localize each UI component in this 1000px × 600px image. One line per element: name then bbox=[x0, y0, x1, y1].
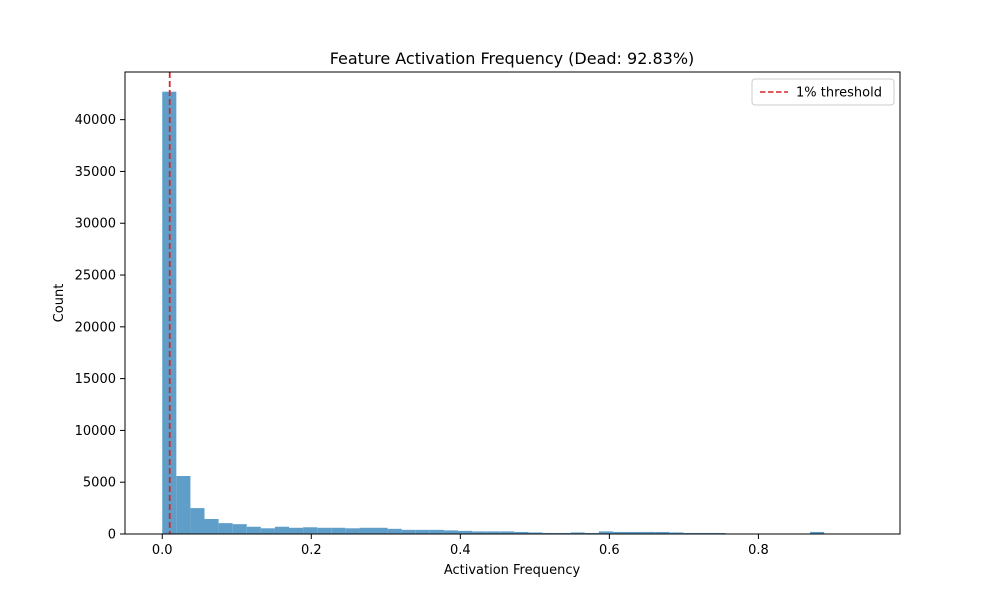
histogram-bar bbox=[810, 531, 825, 534]
y-tick-label: 35000 bbox=[75, 165, 116, 180]
y-axis-label: Count bbox=[52, 284, 67, 323]
x-tick-label: 0.2 bbox=[301, 543, 322, 558]
histogram-bar bbox=[162, 91, 177, 535]
plot-frame bbox=[124, 71, 901, 535]
histogram-bar bbox=[598, 531, 613, 534]
histogram-bar bbox=[500, 531, 515, 534]
y-tick-label: 40000 bbox=[75, 113, 116, 128]
histogram-bars bbox=[162, 91, 839, 535]
x-tick-label: 0.4 bbox=[450, 543, 471, 558]
histogram-bar bbox=[260, 528, 275, 534]
y-tick-label: 15000 bbox=[75, 372, 116, 387]
legend: 1% threshold bbox=[751, 78, 895, 106]
histogram-bar bbox=[317, 527, 332, 534]
legend-threshold-label: 1% threshold bbox=[796, 86, 882, 101]
y-tick-label: 10000 bbox=[75, 424, 116, 439]
histogram-bar bbox=[612, 531, 628, 534]
histogram-bar bbox=[683, 532, 698, 534]
y-tick-label: 30000 bbox=[75, 217, 116, 232]
histogram-bar bbox=[641, 531, 656, 534]
histogram-bar bbox=[218, 523, 233, 534]
histogram-bar bbox=[204, 518, 219, 534]
histogram-bar bbox=[584, 532, 599, 534]
histogram-bar bbox=[627, 531, 642, 534]
x-tick-label: 0.6 bbox=[599, 543, 620, 558]
histogram-bar bbox=[274, 526, 290, 534]
chart-title: Feature Activation Frequency (Dead: 92.8… bbox=[330, 49, 695, 68]
legend-box bbox=[751, 78, 895, 106]
histogram-bar bbox=[303, 527, 318, 534]
histogram-bar bbox=[556, 532, 571, 534]
histogram-bar bbox=[458, 530, 473, 534]
histogram-bar bbox=[711, 532, 726, 534]
histogram-bar bbox=[443, 530, 459, 534]
histogram-bar bbox=[528, 532, 543, 534]
histogram-bar bbox=[246, 526, 261, 534]
histogram-bar bbox=[472, 531, 487, 534]
x-tick-label: 0.8 bbox=[748, 543, 769, 558]
histogram-bar bbox=[176, 475, 191, 534]
histogram-bar bbox=[289, 527, 304, 534]
histogram-bar bbox=[190, 508, 205, 534]
histogram-bar bbox=[697, 532, 712, 534]
y-tick-label: 20000 bbox=[75, 320, 116, 335]
histogram-bar bbox=[486, 531, 501, 534]
histogram-bar bbox=[429, 529, 444, 534]
histogram-bar bbox=[373, 527, 388, 534]
x-tick-label: 0.0 bbox=[152, 543, 173, 558]
histogram-bar bbox=[345, 528, 360, 534]
y-tick-label: 5000 bbox=[83, 476, 116, 491]
histogram-bar bbox=[669, 532, 684, 534]
histogram-bar bbox=[514, 531, 529, 534]
histogram-bar bbox=[232, 524, 247, 534]
x-axis-label: Activation Frequency bbox=[444, 563, 581, 578]
histogram-bar bbox=[415, 529, 430, 534]
histogram-bar bbox=[359, 527, 374, 534]
histogram-bar bbox=[655, 531, 670, 534]
histogram-bar bbox=[542, 532, 557, 534]
y-tick-label: 25000 bbox=[75, 269, 116, 284]
histogram-bar bbox=[387, 528, 402, 534]
histogram-bar bbox=[331, 527, 346, 534]
histogram-bar bbox=[401, 529, 416, 534]
y-axis-ticks: 0 5000 10000 15000 20000 25000 30000 35000 40000 bbox=[75, 113, 125, 543]
y-tick-label: 0 bbox=[108, 528, 116, 543]
histogram-bar bbox=[570, 532, 585, 534]
x-axis-ticks: 0.0 0.2 0.4 0.6 0.8 bbox=[152, 534, 769, 558]
